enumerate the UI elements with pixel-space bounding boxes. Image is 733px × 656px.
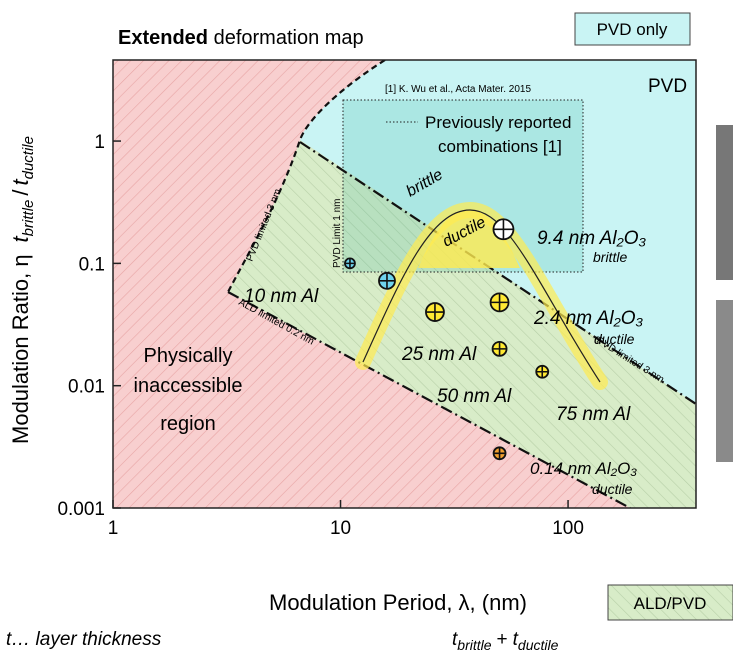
reference: [1] K. Wu et al., Acta Mater. 2015 <box>385 84 531 95</box>
micrograph <box>716 125 733 280</box>
period-formula: tbrittle + tductile <box>452 629 559 653</box>
point-cross <box>344 258 355 269</box>
y-label-sub: brittle <box>20 200 37 237</box>
point-cross <box>492 341 507 356</box>
previous-label: combinations [1] <box>438 137 562 156</box>
y-tick-label: 0.1 <box>79 254 105 275</box>
ald-pvd-region <box>228 140 696 508</box>
point-cross <box>493 447 506 460</box>
x-tick-label: 1 <box>108 518 119 539</box>
plot-frame <box>112 59 697 509</box>
point <box>378 271 396 290</box>
annotation: 75 nm Al <box>556 404 631 425</box>
inaccessible-label: region <box>160 413 216 435</box>
y-tick-label: 1 <box>94 132 105 153</box>
x-tick-label: 10 <box>330 518 351 539</box>
inaccessible-label: inaccessible <box>134 375 243 397</box>
point-cross <box>490 293 509 312</box>
regions <box>113 60 696 508</box>
legend-ald: ALD/PVD <box>634 594 707 613</box>
point <box>425 302 445 322</box>
point <box>535 364 550 379</box>
formula-sub: ductile <box>518 637 559 653</box>
point <box>492 446 507 461</box>
annotation: 0.14 nm Al₂O₃ <box>530 459 637 478</box>
formula-t: t <box>452 629 458 650</box>
point <box>344 257 356 270</box>
annotation: 25 nm Al <box>401 344 477 365</box>
y-label-main: Modulation Ratio, η <box>8 254 33 444</box>
formula-plus: + <box>497 629 508 650</box>
y-tick-label: 0.01 <box>68 377 105 398</box>
annotation: 10 nm Al <box>244 286 319 307</box>
y-label-slash: / <box>8 189 33 196</box>
annotation: 2.4 nm Al₂O₃ <box>533 308 644 329</box>
y-label-sub: ductile <box>20 136 37 179</box>
ald-boundary <box>227 291 631 508</box>
annotation: ductile <box>594 331 635 347</box>
chart-title: Extended deformation map <box>118 27 364 49</box>
annotation: brittle <box>593 249 627 265</box>
pvd-3nm-boundary <box>227 60 386 293</box>
legend-box-pvd <box>574 12 691 46</box>
title-bold: Extended <box>118 27 208 49</box>
previous-label: Previously reported <box>425 113 571 132</box>
point-cross <box>493 219 514 240</box>
boundary-label: PVD Limit 1 nm <box>332 199 343 268</box>
x-axis-label: Modulation Period, λ, (nm) <box>269 590 527 615</box>
formula-sub: brittle <box>457 637 491 653</box>
y-axis-label: Modulation Ratio, ηtbrittle/tductile <box>8 136 37 444</box>
region-label: PVD <box>648 76 687 97</box>
inaccessible-region <box>113 60 630 508</box>
annotation: 50 nm Al <box>437 386 512 407</box>
annotation: 9.4 nm Al₂O₃ <box>537 228 647 249</box>
legend-pvd: PVD only <box>597 20 668 39</box>
x-tick-label: 100 <box>552 518 584 539</box>
micrograph <box>716 300 733 462</box>
y-tick-label: 0.001 <box>57 499 105 520</box>
legend-box-ald <box>607 584 733 621</box>
point-cross <box>536 365 549 378</box>
point <box>489 292 510 313</box>
point <box>492 218 515 241</box>
pvd-3nm-line <box>299 141 696 405</box>
transition-curve <box>362 209 601 383</box>
point-cross <box>378 272 395 289</box>
y-label-t: t <box>8 178 33 185</box>
y-label-t: t <box>8 235 33 242</box>
inaccessible-label: Physically <box>144 345 233 367</box>
point-cross <box>425 303 444 322</box>
annotation: ductile <box>592 481 633 497</box>
footnote: t… layer thickness <box>6 629 162 650</box>
title-rest: deformation map <box>214 27 364 49</box>
point <box>491 340 508 357</box>
formula-t: t <box>513 629 519 650</box>
